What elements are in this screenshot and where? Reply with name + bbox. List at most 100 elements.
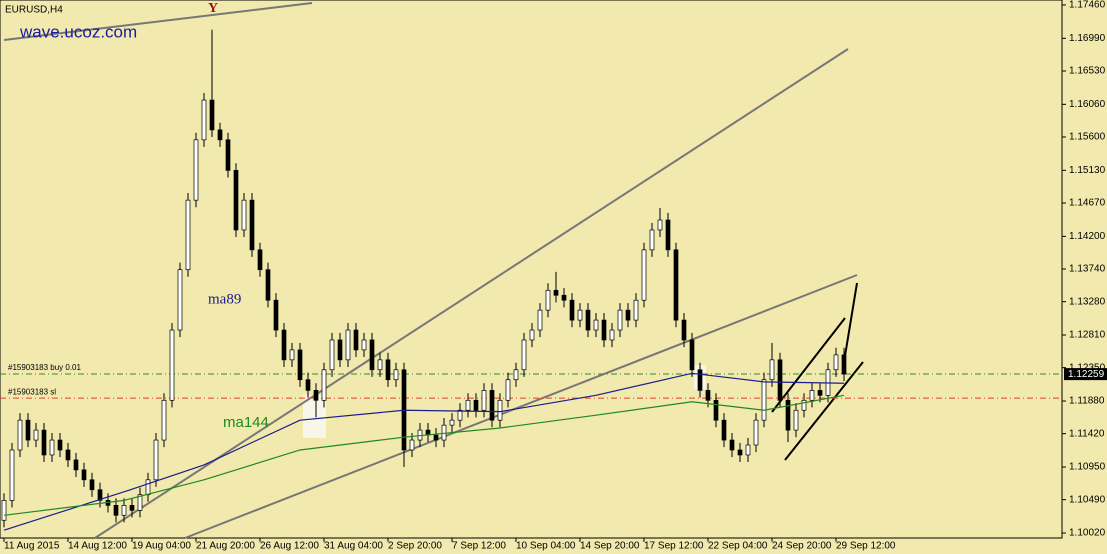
candle-body [697, 369, 703, 391]
candle-body [49, 439, 55, 456]
candle-body [785, 399, 791, 431]
y-tick-label: 1.10950 [1069, 462, 1106, 473]
y-tick-label: 1.15600 [1069, 132, 1106, 143]
candle-body [553, 289, 559, 296]
y-tick-label: 1.11880 [1069, 396, 1105, 407]
candle-body [737, 449, 743, 456]
candle-body [441, 424, 447, 441]
candle-body [249, 199, 255, 251]
candle-body [761, 379, 767, 421]
candle-body [473, 399, 479, 411]
candle-body [337, 339, 343, 361]
candle-body [657, 219, 663, 231]
y-tick-label: 1.13740 [1069, 264, 1106, 275]
candle-body [121, 505, 127, 516]
candle-body [209, 99, 215, 131]
x-tick-label: 24 Sep 20:00 [772, 541, 832, 552]
candle-body [729, 439, 735, 451]
candle-body [641, 249, 647, 301]
y-tick-label: 1.12810 [1069, 330, 1106, 341]
y-tick-label: 1.12350 [1069, 362, 1106, 373]
current-price-box [1064, 368, 1107, 381]
candle-body [225, 139, 231, 171]
candle-body [369, 339, 375, 371]
candle-body [81, 469, 87, 481]
x-tick-label: 22 Sep 04:00 [708, 541, 768, 552]
candle-body [393, 369, 399, 381]
candle-body [177, 269, 183, 331]
candle-body [377, 359, 383, 371]
channel-lines [771, 282, 864, 461]
candle-body [217, 129, 223, 141]
candle-body [297, 349, 303, 381]
candle-body [169, 329, 175, 401]
candle-body [569, 299, 575, 321]
candle-body [809, 390, 815, 401]
y-tick-label: 1.16530 [1069, 66, 1106, 77]
candle-body [449, 419, 455, 426]
candle-body [73, 459, 79, 471]
y-tick-label: 1.14670 [1069, 198, 1106, 209]
candle-body [457, 409, 463, 421]
highlight-box [303, 395, 326, 438]
x-tick-label: 29 Sep 12:00 [836, 541, 896, 552]
candle-body [625, 309, 631, 321]
candle-body [1, 500, 7, 521]
candle-body [601, 319, 607, 341]
candle-body [713, 399, 719, 421]
candle-body [609, 329, 615, 341]
candle-body [665, 219, 671, 251]
x-tick-label: 14 Aug 12:00 [68, 541, 127, 552]
candle-body [9, 449, 15, 501]
candle-body [465, 399, 471, 411]
trend-lines [3, 2, 858, 539]
candle-body [745, 444, 751, 456]
annotation: Y [208, 1, 218, 16]
candle-body [673, 249, 679, 321]
candle-body [769, 359, 775, 381]
candle-body [305, 379, 311, 391]
moving-average [3, 372, 845, 531]
candle-body [513, 369, 519, 381]
candle-body [129, 505, 135, 511]
candle-body [793, 409, 799, 431]
candle-body [833, 354, 839, 371]
candle-body [97, 489, 103, 501]
candle-body [361, 339, 367, 351]
trend-line [94, 48, 849, 539]
candle-body [545, 289, 551, 311]
candle-body [617, 309, 623, 331]
candle-body [841, 354, 847, 375]
candle-body [89, 479, 95, 491]
candle-body [313, 390, 319, 401]
moving-average [3, 394, 845, 516]
x-tick-label: 11 Aug 2015 [4, 541, 60, 552]
candle-body [185, 199, 191, 271]
y-tick-label: 1.13280 [1069, 296, 1106, 307]
channel-line [784, 361, 864, 461]
ma-label: ma89 [208, 291, 241, 307]
candle-body [585, 309, 591, 331]
candle-body [161, 399, 167, 441]
order-label: #15903183 buy 0.01 [8, 363, 82, 372]
candle-body [529, 329, 535, 341]
candle-body [273, 299, 279, 331]
candle-body [593, 319, 599, 331]
current-price-label: 1.12259 [1068, 369, 1105, 380]
candle-body [281, 329, 287, 361]
order-label: #15903183 sl [8, 387, 56, 396]
x-tick-label: 26 Aug 12:00 [260, 541, 319, 552]
candle-body [329, 339, 335, 371]
y-tick-label: 1.15130 [1069, 165, 1106, 176]
candle-body [345, 329, 351, 361]
candle-body [321, 369, 327, 401]
y-tick-label: 1.14200 [1069, 231, 1106, 242]
candle-body [289, 349, 295, 361]
candle-body [489, 390, 495, 421]
candle-body [481, 390, 487, 411]
y-tick-label: 1.10490 [1069, 494, 1106, 505]
y-tick-label: 1.17460 [1069, 0, 1106, 11]
y-tick-label: 1.16990 [1069, 33, 1106, 44]
candle-body [25, 419, 31, 441]
y-tick-label: 1.11420 [1069, 428, 1105, 439]
